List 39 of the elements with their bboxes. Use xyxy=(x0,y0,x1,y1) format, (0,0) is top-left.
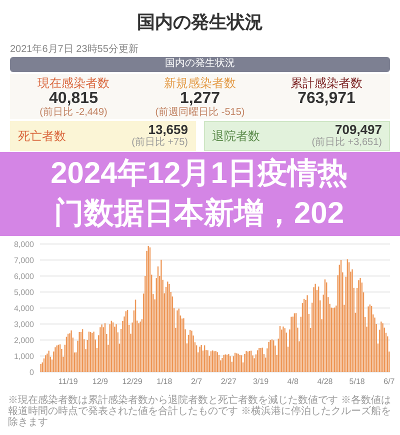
y-tick-label: 0 xyxy=(30,368,35,377)
x-tick-label: 5/18 xyxy=(349,377,366,386)
y-tick-label: 4,000 xyxy=(14,304,35,313)
y-tick-label: 6,000 xyxy=(14,272,35,281)
text: (前日比 -2,449) xyxy=(38,107,108,119)
text: 763,971 xyxy=(296,89,356,108)
x-tick-label: 4/28 xyxy=(317,377,334,386)
x-tick-label: 4/8 xyxy=(287,377,299,386)
text: 709,497 xyxy=(334,122,382,137)
text: (前日比 +3,651) xyxy=(310,137,382,149)
text: 新規感染者数 xyxy=(163,76,237,90)
text: (前日比 +75) xyxy=(130,137,188,149)
text: 退院者数 xyxy=(212,129,261,144)
text: 死亡者数 xyxy=(18,129,67,144)
x-tick-label: 3/19 xyxy=(252,377,270,386)
x-tick-label: 2/27 xyxy=(220,377,237,386)
x-tick-label: 11/19 xyxy=(58,377,78,386)
text: 国内の発生状況 xyxy=(136,11,264,34)
x-tick-label: 12/29 xyxy=(122,377,143,386)
y-tick-label: 3,000 xyxy=(14,320,35,329)
x-tick-label: 6/7 xyxy=(384,377,396,386)
x-tick-label: 2/7 xyxy=(190,377,203,386)
text: 13,659 xyxy=(147,122,188,137)
y-tick-label: 5,000 xyxy=(14,288,35,297)
text: 40,815 xyxy=(48,89,99,107)
text: 累計感染者数 xyxy=(290,76,364,90)
text: 現在感染者数 xyxy=(36,76,110,90)
y-tick-label: 7,000 xyxy=(14,256,35,265)
y-tick-label: 2,000 xyxy=(14,336,35,345)
text: ※現在感染者数は累計感染者数から退院者数と死亡者数を減じた数値です ※各数値は報道時間の時点で発表された値を合計したものです ※横浜港に停泊したクルーズ船を除きます xyxy=(8,395,392,428)
x-tick-label: 12/9 xyxy=(92,377,109,386)
y-tick-label: 8,000 xyxy=(14,240,35,249)
text: (前週同曜日比 -515) xyxy=(154,107,246,119)
x-tick-label: 1/18 xyxy=(156,377,173,386)
text: 2021年6月7日 23時55分更新 xyxy=(10,42,140,56)
y-tick-label: 1,000 xyxy=(14,352,35,361)
text: 1,277 xyxy=(178,89,222,107)
chart-title: 2024年12月1日疫情热门数据日本新增，202 xyxy=(50,156,348,232)
text: 国内の発生状況 xyxy=(10,58,390,70)
